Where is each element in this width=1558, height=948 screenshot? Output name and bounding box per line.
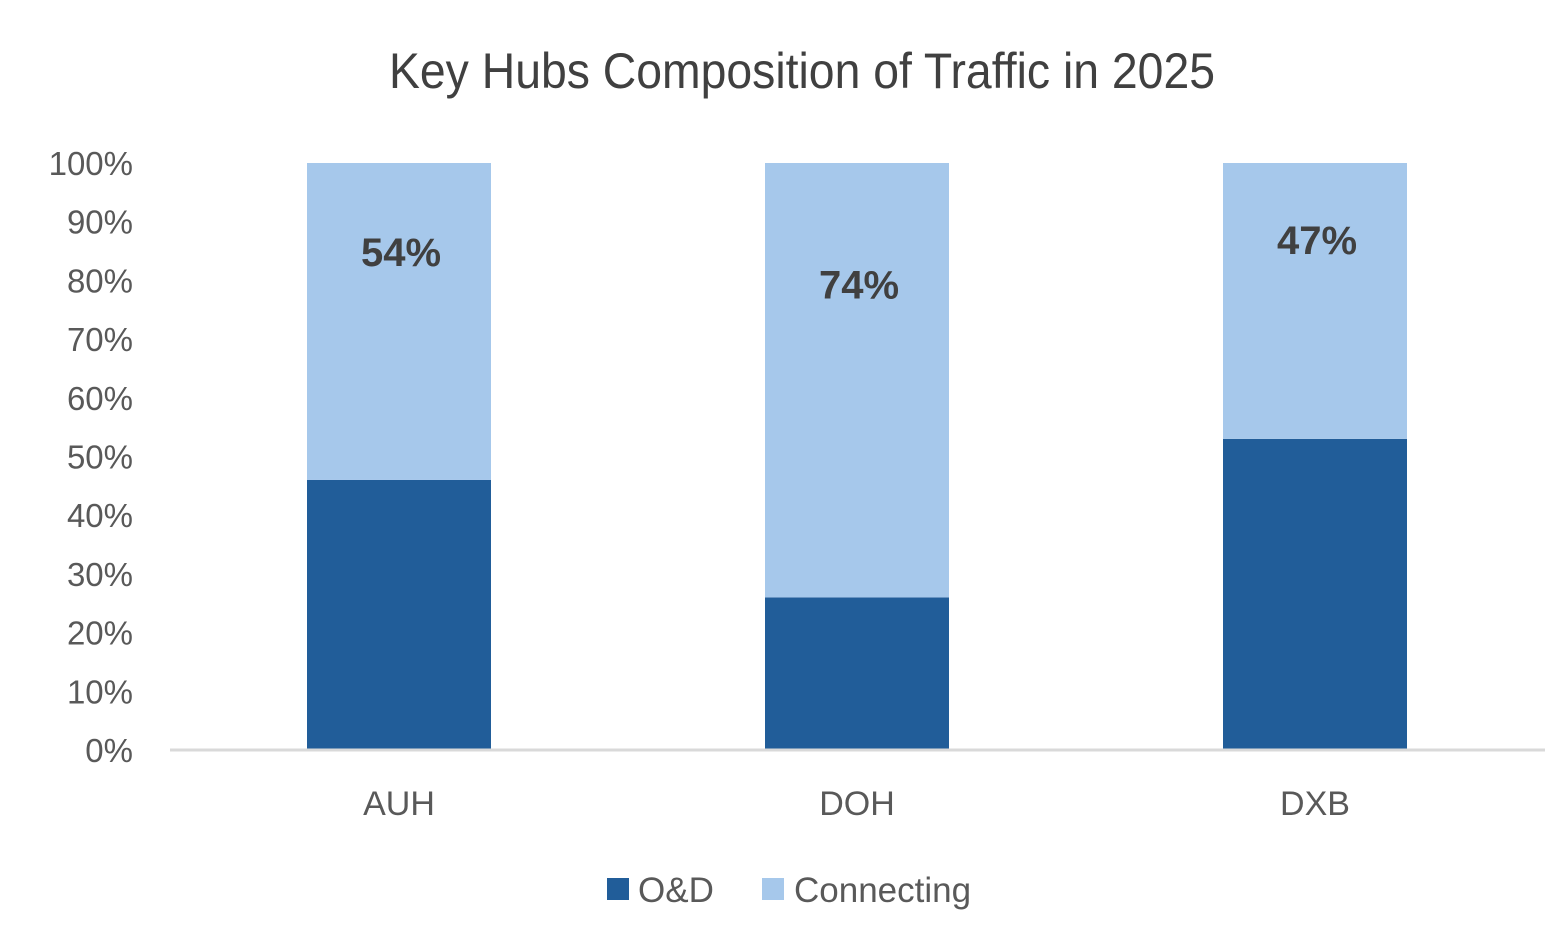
bars [307, 163, 1407, 750]
y-tick-label: 20% [67, 615, 133, 652]
bar-auh-od [307, 479, 491, 750]
y-tick-label: 80% [67, 262, 133, 299]
data-label-doh: 74% [819, 264, 899, 308]
y-tick-label: 90% [67, 204, 133, 241]
bar-dxb-connecting [1223, 163, 1407, 439]
x-category-label-dxb: DXB [1280, 785, 1350, 823]
bar-doh-connecting [765, 163, 949, 598]
legend-label-connecting: Connecting [794, 871, 971, 910]
y-tick-label: 30% [67, 556, 133, 593]
y-tick-label: 10% [67, 673, 133, 710]
y-tick-label: 40% [67, 497, 133, 534]
legend-label-od: O&D [638, 871, 714, 910]
y-axis: 0% 10% 20% 30% 40% 50% 60% 70% 80% 90% 100% [49, 145, 133, 769]
bar-auh-connecting [307, 163, 491, 480]
data-labels: 54% 74% 47% [361, 219, 1357, 307]
x-axis: AUH DOH DXB [363, 785, 1350, 823]
y-tick-label: 50% [67, 439, 133, 476]
bar-dxb-od [1223, 438, 1407, 750]
data-label-dxb: 47% [1277, 219, 1357, 263]
data-label-auh: 54% [361, 231, 441, 275]
chart-title: Key Hubs Composition of Traffic in 2025 [389, 43, 1215, 99]
legend-swatch-connecting [762, 878, 784, 900]
legend-swatch-od [607, 878, 629, 900]
y-tick-label: 70% [67, 321, 133, 358]
x-category-label-auh: AUH [363, 785, 435, 823]
x-category-label-doh: DOH [819, 785, 895, 823]
y-tick-label: 0% [85, 732, 133, 769]
y-tick-label: 100% [49, 145, 133, 182]
y-tick-label: 60% [67, 380, 133, 417]
legend: O&D Connecting [607, 871, 971, 910]
bar-doh-od [765, 597, 949, 750]
